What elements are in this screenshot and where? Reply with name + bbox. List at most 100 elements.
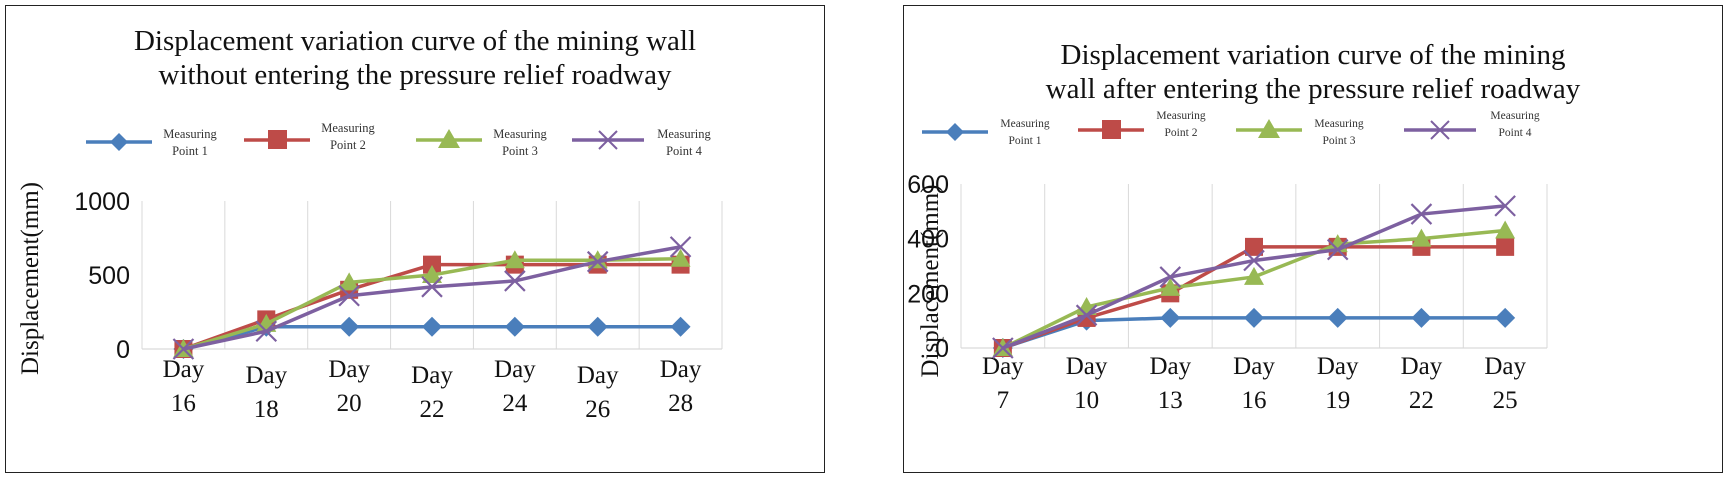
data-point — [338, 284, 360, 307]
legend-swatch — [1404, 120, 1476, 140]
x-tick-label-number: 22 — [420, 396, 445, 423]
chart-title-line-1: Displacement variation curve of the mini… — [1060, 39, 1566, 71]
x-tick-label: Day 25 — [1484, 353, 1526, 414]
x-tick-label-number: 19 — [1325, 387, 1350, 414]
legend-label-line-2: Point 3 — [502, 144, 538, 158]
x-tick-label-number: 7 — [997, 387, 1010, 414]
data-point — [421, 276, 443, 298]
legend-label: Measuring Point 1 — [988, 116, 1062, 150]
x-tick-label-day: Day — [1401, 353, 1443, 380]
y-tick-label: 1000 — [74, 188, 130, 216]
legend-label-line-1: Measuring — [321, 121, 375, 135]
data-point — [504, 270, 526, 292]
x-tick-label-day: Day — [1149, 353, 1191, 380]
x-tick-label: Day 18 — [245, 362, 287, 423]
y-tick-label: 500 — [88, 262, 130, 290]
x-tick-label-number: 28 — [668, 390, 693, 417]
legend-label-line-1: Measuring — [493, 127, 547, 141]
data-point — [1245, 237, 1263, 256]
x-tick-label-day: Day — [1066, 353, 1108, 380]
data-point — [1160, 307, 1181, 328]
legend-swatch — [1078, 120, 1144, 139]
data-point — [504, 250, 525, 269]
y-tick-label: 0 — [116, 336, 130, 364]
data-point — [1075, 304, 1098, 326]
series-4 — [992, 195, 1516, 359]
x-tick-label-number: 10 — [1074, 387, 1099, 414]
data-point — [423, 255, 441, 274]
chart-title: Displacement variation curve of the mini… — [904, 38, 1722, 106]
y-tick-label: 400 — [907, 226, 949, 254]
legend: Measuring Point 1 Measuring Point 2 Measur… — [6, 121, 826, 164]
legend-label-line-2: Point 2 — [330, 138, 366, 152]
x-tick-label-day: Day — [163, 356, 205, 383]
x-tick-label-day: Day — [328, 356, 370, 383]
legend-swatch — [572, 130, 644, 150]
legend-label: Measuring Point 4 — [646, 126, 722, 160]
x-tick-label-day: Day — [245, 362, 287, 389]
x-tick-label-day: Day — [1233, 353, 1275, 380]
data-point — [1159, 266, 1182, 288]
x-tick-label-day: Day — [660, 356, 702, 383]
x-tick-label-number: 26 — [585, 396, 610, 423]
chart-panel-right: Displacement variation curve of the mini… — [903, 5, 1723, 473]
chart-title: Displacement variation curve of the mini… — [6, 24, 824, 92]
data-point — [1496, 237, 1515, 256]
data-point — [587, 316, 608, 337]
x-tick-label-number: 20 — [337, 390, 362, 417]
x-tick-label-day: Day — [411, 362, 453, 389]
legend-label: Measuring Point 3 — [1302, 116, 1376, 150]
x-tick-label-number: 16 — [1242, 387, 1267, 414]
legend-label-line-1: Measuring — [163, 127, 217, 141]
data-point — [422, 265, 442, 283]
data-point — [1411, 307, 1432, 328]
legend-label-line-1: Measuring — [1490, 110, 1540, 122]
legend-label: Measuring Point 1 — [152, 126, 228, 160]
chart-panel-left: Displacement variation curve of the mini… — [5, 5, 825, 473]
series-4 — [172, 236, 692, 360]
chart-title-line-2: without entering the pressure relief roa… — [158, 59, 672, 91]
data-point — [670, 316, 691, 337]
legend-label-line-1: Measuring — [657, 127, 711, 141]
x-tick-label: Day 24 — [494, 356, 536, 417]
legend-swatch — [922, 123, 988, 141]
data-point — [1243, 249, 1265, 272]
data-point — [504, 316, 525, 337]
legend-label-line-1: Measuring — [1314, 118, 1364, 130]
x-tick-label-number: 22 — [1409, 387, 1434, 414]
legend-label-line-1: Measuring — [1000, 118, 1050, 130]
x-tick-label: Day 20 — [328, 356, 370, 417]
data-point — [255, 320, 278, 343]
data-point — [1495, 307, 1516, 328]
data-point — [669, 236, 692, 258]
x-tick-label-day: Day — [577, 362, 619, 389]
data-point — [1410, 203, 1433, 225]
x-tick-label: Day 10 — [1066, 353, 1108, 414]
chart-title-line-1: Displacement variation curve of the mini… — [133, 25, 697, 57]
x-tick-label: Day 26 — [577, 362, 619, 423]
x-tick-label-number: 24 — [502, 390, 528, 417]
x-tick-label-number: 16 — [171, 390, 196, 417]
data-point — [1494, 195, 1516, 217]
x-tick-label-number: 25 — [1493, 387, 1518, 414]
data-point — [172, 338, 195, 360]
y-tick-label: 600 — [907, 171, 949, 199]
legend-label-line-2: Point 4 — [666, 144, 702, 158]
x-tick-label: Day 7 — [982, 353, 1024, 414]
x-tick-label-number: 13 — [1158, 387, 1183, 414]
data-point — [422, 316, 442, 337]
y-tick-label: 0 — [935, 335, 949, 363]
data-point — [670, 248, 691, 267]
data-point — [339, 272, 360, 291]
data-point — [1411, 228, 1432, 247]
legend-label: Measuring Point 3 — [482, 126, 558, 160]
legend-label-line-2: Point 2 — [1164, 127, 1198, 139]
legend-label-line-2: Point 4 — [1498, 127, 1532, 139]
legend-swatch — [1236, 119, 1302, 138]
data-point — [1495, 220, 1516, 239]
chart-title-line-2: wall after entering the pressure relief … — [1045, 73, 1581, 105]
data-point — [1244, 266, 1264, 285]
x-tick-label: Day 16 — [1233, 353, 1275, 414]
